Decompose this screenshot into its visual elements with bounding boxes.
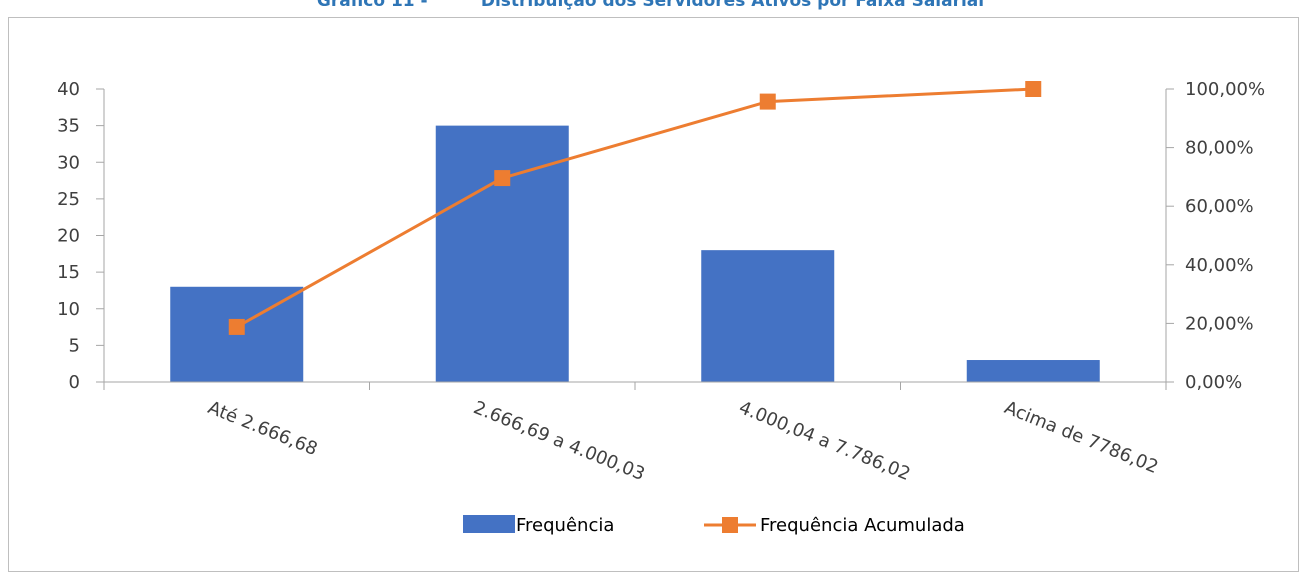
y-left-tick-label-0: 0 [69, 372, 80, 393]
bar-3 [966, 360, 1100, 382]
legend-line-marker [722, 517, 738, 533]
line-point-3 [1025, 81, 1042, 97]
y-left-tick-label-7: 35 [57, 116, 80, 137]
series-line-frequencia-acumulada [236, 87, 1034, 329]
y-left-tick-label-1: 5 [69, 335, 80, 356]
chart-title: Gráfico 11 - Distribuição dos Servidores… [316, 0, 985, 11]
legend-label-frequencia-acumulada: Frequência Acumulada [760, 515, 965, 536]
x-category-label-0: Até 2.666,68 [205, 397, 320, 460]
x-category-label-3: Acima de 7786,02 [1001, 397, 1161, 478]
line-point-0 [228, 318, 245, 335]
y-right-tick-label-4: 80,00% [1185, 138, 1254, 159]
y-left-tick-label-3: 15 [57, 262, 80, 283]
line-point-2 [759, 93, 776, 110]
y-left-tick-label-6: 30 [57, 152, 80, 173]
y-left-tick-label-8: 40 [57, 79, 80, 100]
legend-bar-swatch [463, 515, 515, 533]
y-left-tick-label-2: 10 [57, 299, 80, 320]
y-left-tick-label-5: 25 [57, 189, 80, 210]
bar-1 [435, 125, 569, 382]
y-right-tick-label-1: 20,00% [1185, 313, 1254, 334]
x-category-label-2: 4.000,04 a 7.786,02 [736, 397, 913, 485]
legend-label-frequencia: Frequência [516, 515, 614, 536]
y-right-tick-label-5: 100,00% [1185, 79, 1265, 100]
bar-2 [701, 250, 835, 382]
y-right-tick-label-3: 60,00% [1185, 196, 1254, 217]
line-point-1 [494, 170, 511, 187]
y-right-tick-label-2: 40,00% [1185, 255, 1254, 276]
x-category-label-1: 2.666,69 a 4.000,03 [470, 397, 647, 485]
y-right-tick-label-0: 0,00% [1185, 372, 1242, 393]
y-left-tick-label-4: 20 [57, 226, 80, 247]
